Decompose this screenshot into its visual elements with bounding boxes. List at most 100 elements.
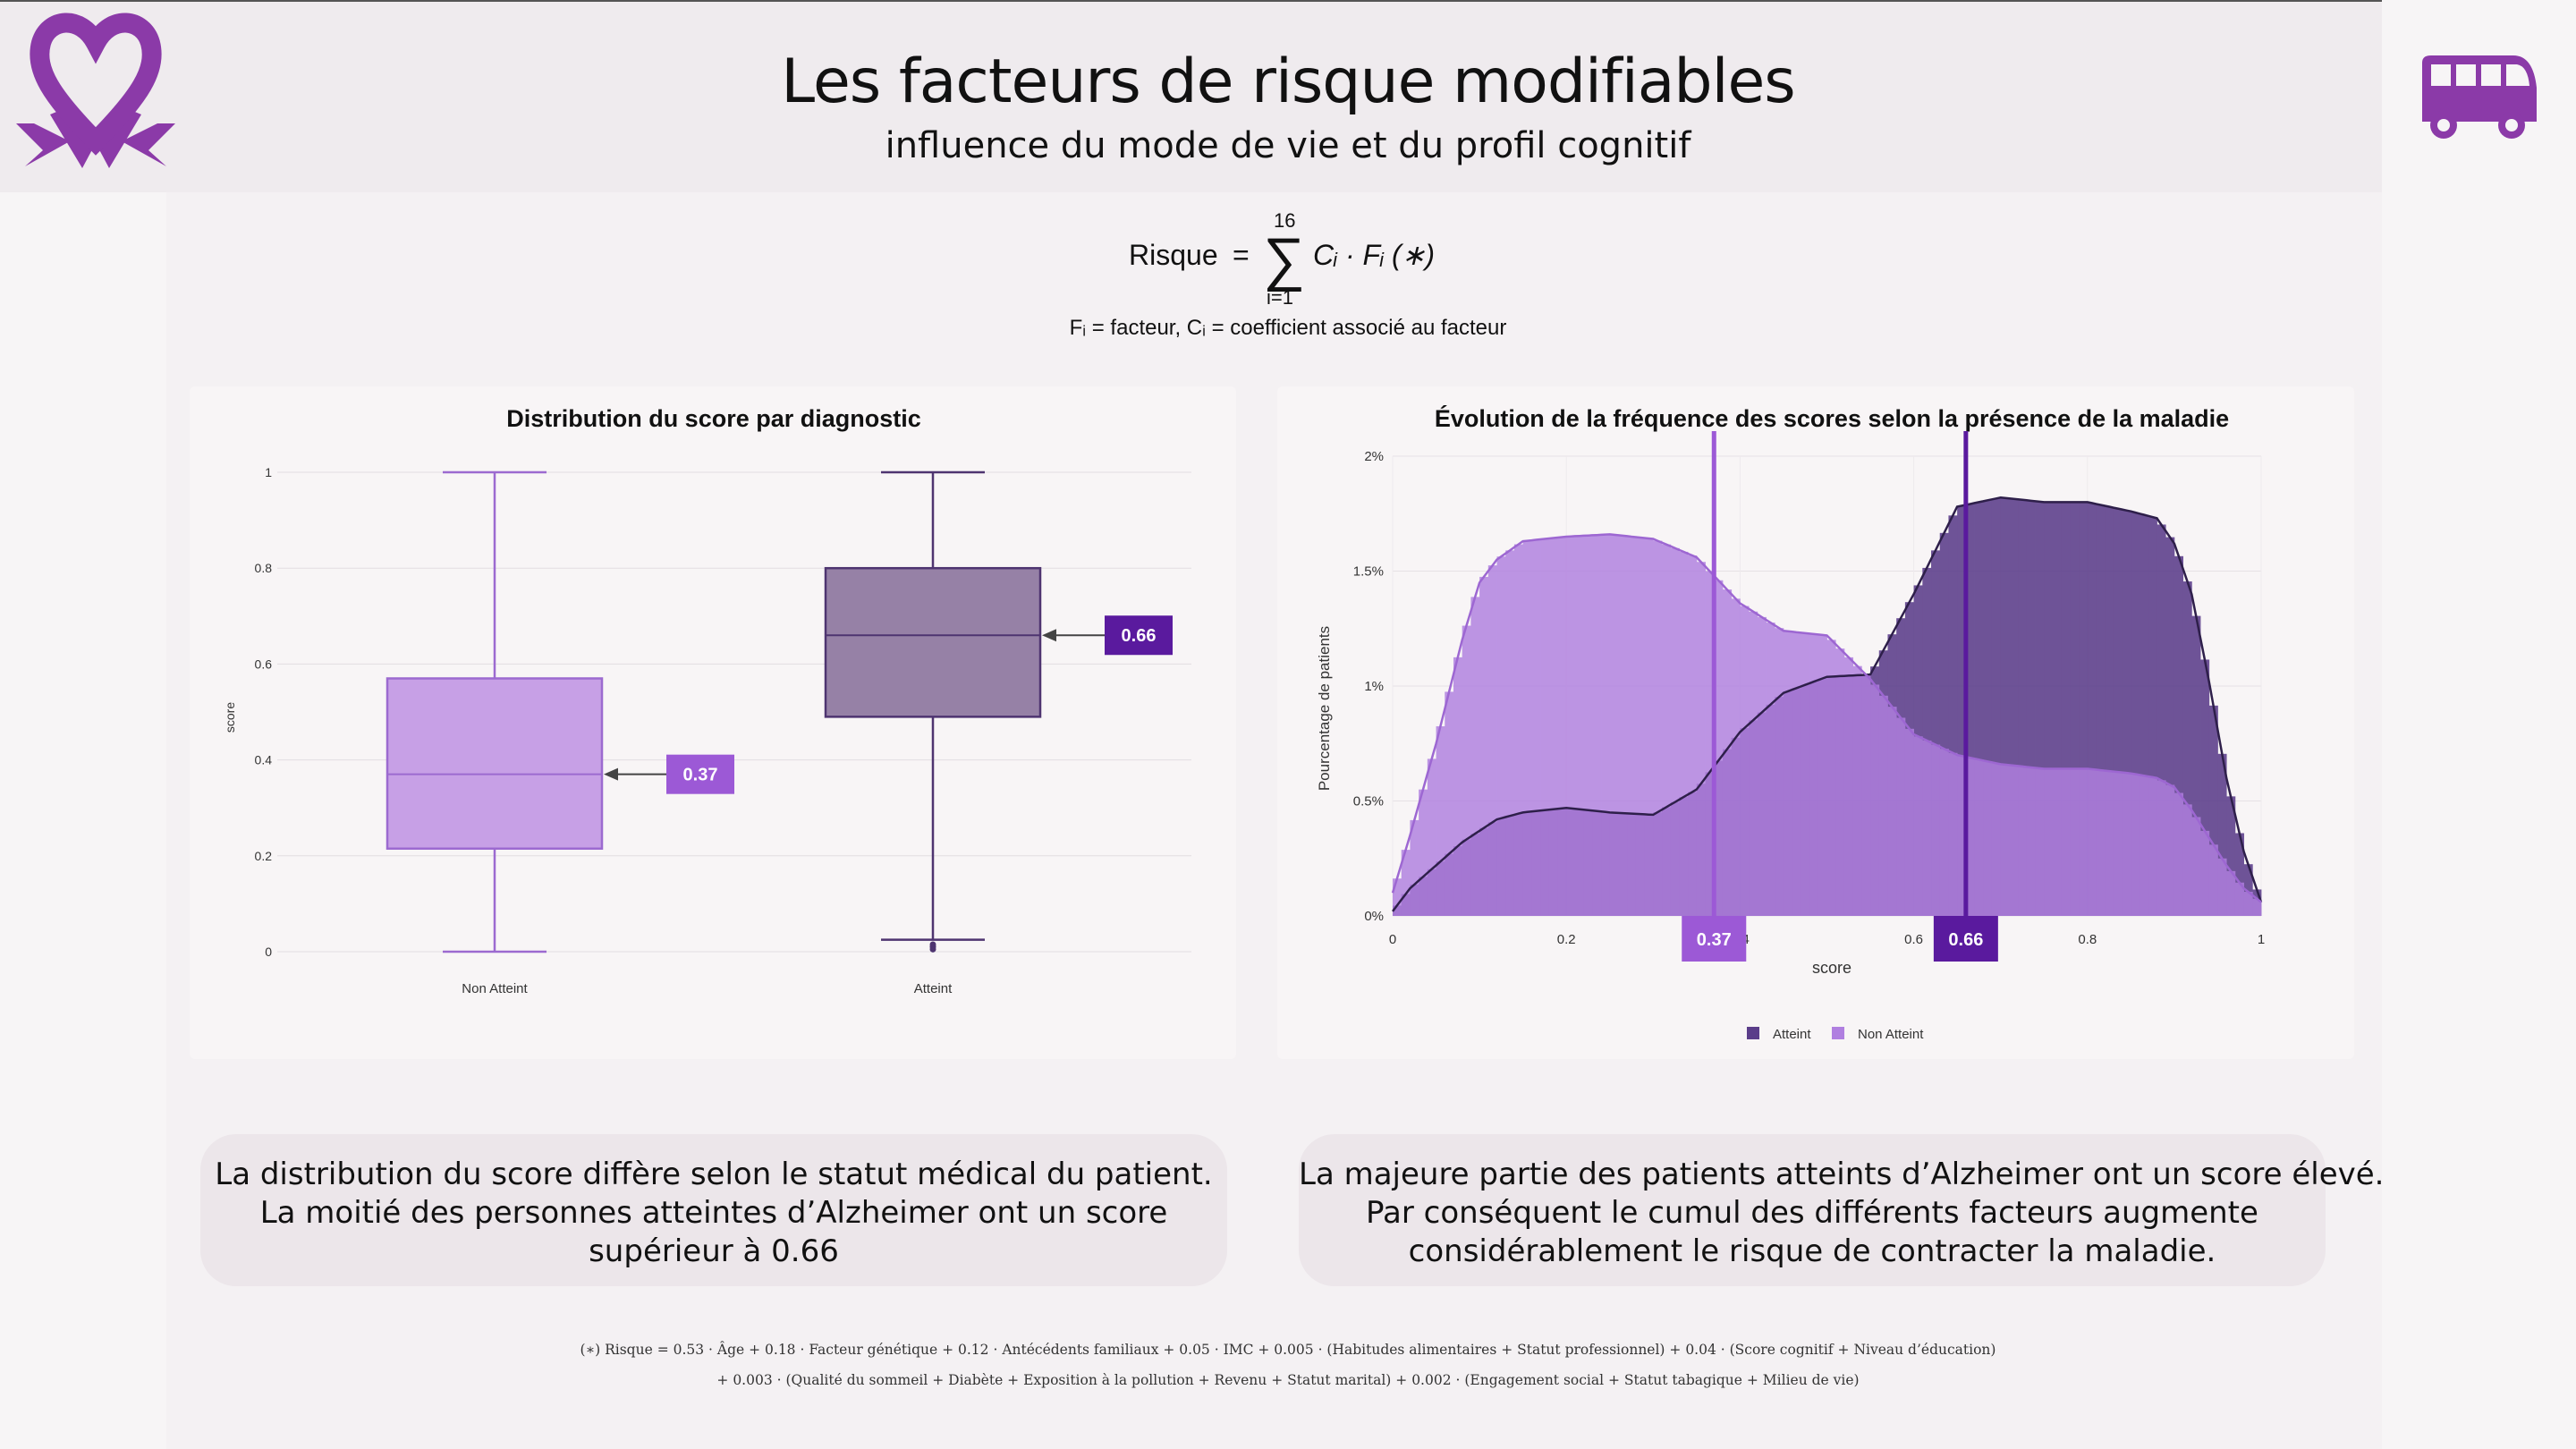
histogram-bar — [2096, 504, 2106, 916]
boxplot-y-tick-label: 0.8 — [255, 561, 273, 575]
histogram-bar — [1766, 623, 1775, 916]
formula-legend: Fᵢ = facteur, Cᵢ = coefficient associé a… — [1070, 316, 1507, 340]
histogram-bar — [2070, 502, 2080, 916]
histogram-bar — [1505, 550, 1515, 916]
histogram-bar — [2148, 517, 2157, 916]
boxplot-y-tick-label: 0 — [265, 945, 272, 959]
histogram-bar — [2191, 615, 2201, 916]
formula-lhs: Risque — [1129, 239, 1218, 271]
histogram-bar — [2217, 858, 2227, 916]
histogram-legend: Atteint Non Atteint — [1747, 1027, 1924, 1042]
header-band — [0, 2, 2576, 192]
histogram-bar — [2052, 768, 2063, 916]
histogram-bar — [1861, 674, 1871, 916]
caption-right-line-1: La majeure partie des patients atteints … — [1299, 1157, 2385, 1192]
histogram-bar — [1679, 551, 1689, 916]
histogram-bar — [2191, 817, 2201, 916]
histogram-bar — [1574, 536, 1585, 916]
histogram-bar — [1548, 538, 1558, 916]
formula-rhs: Cᵢ · Fᵢ (∗) — [1313, 239, 1435, 271]
median-arrow-head — [604, 767, 618, 781]
median-badge-label: 0.66 — [1948, 930, 1983, 950]
histogram-title: Évolution de la fréquence des scores sel… — [1435, 404, 2229, 432]
histogram-bar — [2018, 499, 2028, 916]
histogram-bar — [1931, 550, 1941, 916]
histogram-bar — [2174, 555, 2184, 916]
histogram-y-tick-label: 0.5% — [1353, 794, 1384, 809]
histogram-bar — [1688, 555, 1698, 916]
histogram-bar — [2009, 498, 2019, 916]
histogram-bar — [2009, 765, 2019, 916]
histogram-bar — [1453, 657, 1463, 916]
boxplot-panel — [190, 386, 1236, 1059]
histogram-bar — [1592, 535, 1602, 916]
histogram-bar — [2061, 502, 2071, 916]
histogram-x-tick-label: 1 — [2258, 932, 2265, 947]
histogram-bar — [1931, 744, 1941, 916]
histogram-bar — [2157, 524, 2166, 916]
density-curve-non-atteint — [1391, 533, 2262, 903]
boxplot-box — [386, 677, 604, 851]
histogram-bar — [2165, 537, 2175, 916]
histogram-bar — [1974, 502, 1984, 916]
histogram-bar — [2148, 776, 2157, 916]
histogram-bar — [2234, 833, 2244, 916]
histogram-bar — [1878, 695, 1888, 916]
histogram-bar — [1427, 758, 1436, 916]
legend-label-non-atteint: Non Atteint — [1858, 1027, 1924, 1042]
formula-sum-bottom: i=1 — [1267, 286, 1293, 309]
histogram-bar — [2000, 497, 2010, 916]
histogram-bar — [2087, 769, 2097, 916]
histogram-bar — [2208, 705, 2218, 916]
boxplot-title: Distribution du score par diagnostic — [506, 405, 921, 432]
histogram-bar — [2182, 804, 2192, 916]
page-subtitle: influence du mode de vie et du profil co… — [885, 125, 1691, 166]
histogram-bar — [1818, 634, 1827, 916]
histogram-bar — [1714, 580, 1724, 916]
histogram-bar — [1948, 515, 1958, 916]
histogram-bar — [1983, 500, 1993, 916]
histogram-bar — [1470, 597, 1480, 916]
legend-label-atteint: Atteint — [1773, 1027, 1811, 1042]
caption-left-line-3: supérieur à 0.66 — [589, 1233, 839, 1269]
boxplot-box — [824, 566, 1042, 718]
formula-sum-top: 16 — [1274, 209, 1295, 232]
median-arrow-head — [1042, 629, 1056, 642]
histogram-bar — [1662, 544, 1672, 916]
histogram-y-tick-label: 2% — [1364, 449, 1384, 464]
histogram-bar — [1609, 534, 1619, 916]
caption-left-line-2: La moitié des personnes atteintes d’Alzh… — [259, 1195, 1168, 1231]
histogram-bar — [2026, 500, 2036, 916]
histogram-bar — [2208, 844, 2218, 916]
histogram-bar — [1957, 505, 1967, 916]
caption-right-line-3: considérablement le risque de contracter… — [1408, 1233, 2216, 1269]
risk-formula: Risque = 16 ∑ i=1 Cᵢ · Fᵢ (∗) Fᵢ = facte… — [1070, 209, 1507, 340]
histogram-bar — [2182, 581, 2192, 916]
page-title: Les facteurs de risque modifiables — [781, 47, 1796, 117]
caption-right-line-2: Par conséquent le cumul des différents f… — [1366, 1195, 2258, 1231]
histogram-chart: Évolution de la fréquence des scores sel… — [1316, 404, 2265, 1042]
histogram-bar — [1826, 640, 1836, 916]
histogram-bar — [1801, 632, 1810, 916]
histogram-bar — [1419, 789, 1428, 916]
histogram-bar — [1974, 759, 1984, 916]
histogram-bar — [1749, 611, 1758, 916]
histogram-bar — [1913, 736, 1923, 916]
histogram-bar — [2079, 502, 2089, 916]
awareness-ribbon-icon — [16, 13, 175, 168]
legend-swatch-non-atteint — [1832, 1027, 1844, 1039]
caption-right: La majeure partie des patients atteints … — [1299, 1134, 2385, 1286]
histogram-bar — [2252, 898, 2262, 916]
histogram-bar — [1583, 535, 1593, 916]
histogram-y-tick-label: 1.5% — [1353, 564, 1384, 580]
median-badge — [1105, 615, 1173, 656]
histogram-bar — [1462, 625, 1471, 916]
histogram-bar — [1618, 535, 1628, 916]
left-margin — [0, 192, 166, 1449]
histogram-x-tick-label: 0.8 — [2078, 932, 2097, 947]
histogram-bar — [1635, 537, 1645, 916]
boxplot-y-axis-label: score — [223, 702, 237, 733]
histogram-bar — [1513, 544, 1524, 916]
histogram-bar — [2217, 753, 2227, 916]
histogram-bar — [1809, 633, 1819, 916]
